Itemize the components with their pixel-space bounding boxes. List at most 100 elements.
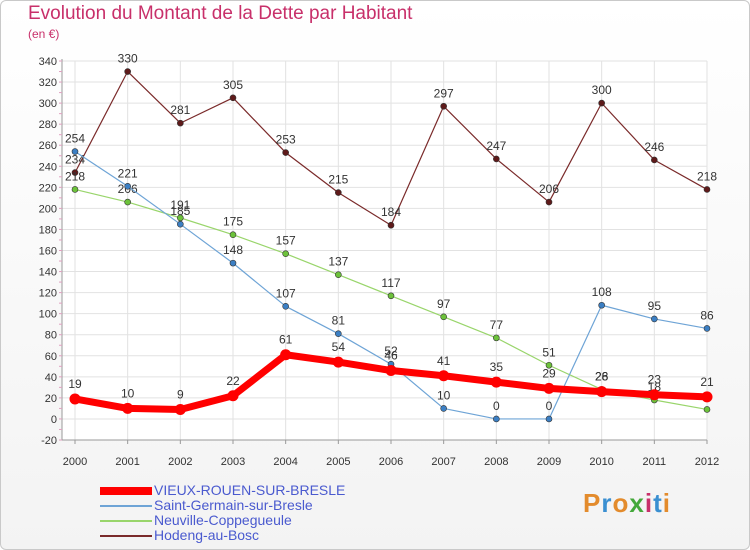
y-tick-label: 60 xyxy=(45,351,57,363)
data-point xyxy=(545,415,553,423)
data-label: 137 xyxy=(328,255,348,269)
data-label: 81 xyxy=(332,314,346,328)
x-tick-label: 2002 xyxy=(168,456,192,468)
data-label: 35 xyxy=(490,360,504,374)
y-tick-label: 0 xyxy=(51,414,57,426)
data-point xyxy=(335,271,342,279)
data-point xyxy=(124,68,131,75)
data-label: 246 xyxy=(644,140,664,154)
data-label: 305 xyxy=(223,78,243,92)
y-tick-label: 80 xyxy=(45,330,57,342)
x-tick-label: 2007 xyxy=(431,456,455,468)
y-tick-label: 120 xyxy=(39,288,57,300)
y-tick-label: 220 xyxy=(39,182,57,194)
data-point xyxy=(387,221,395,229)
data-point xyxy=(71,148,79,155)
x-tick-label: 2006 xyxy=(379,456,403,468)
data-label: 191 xyxy=(170,198,190,212)
data-point xyxy=(387,292,395,300)
data-label: 51 xyxy=(542,345,556,359)
legend-swatch xyxy=(100,505,152,507)
data-point xyxy=(122,402,134,414)
data-label: 218 xyxy=(697,169,717,183)
logo-letter: i xyxy=(662,488,671,518)
chart-title: Evolution du Montant de la Dette par Hab… xyxy=(28,3,413,24)
legend-label: Hodeng-au-Bosc xyxy=(154,527,260,543)
data-label: 9 xyxy=(177,387,184,401)
logo-letter: P xyxy=(583,488,602,518)
y-tick-label: 240 xyxy=(39,161,57,173)
data-point xyxy=(335,330,342,337)
y-tick-label: 180 xyxy=(39,224,57,236)
data-label: 97 xyxy=(437,297,451,311)
y-tick-label: 260 xyxy=(39,140,57,152)
data-point xyxy=(493,415,500,423)
data-label: 95 xyxy=(648,299,662,313)
y-tick-label: 40 xyxy=(45,372,57,384)
logo-letter: x xyxy=(629,488,645,518)
data-label: 218 xyxy=(65,169,85,183)
y-tick-label: 200 xyxy=(39,203,57,215)
y-tick-label: 100 xyxy=(39,309,57,321)
data-label: 23 xyxy=(648,373,662,387)
x-tick-label: 2005 xyxy=(326,456,350,468)
data-point xyxy=(543,382,555,394)
data-label: 185 xyxy=(170,204,190,218)
data-label: 107 xyxy=(276,286,296,300)
data-point xyxy=(280,349,292,361)
data-label: 41 xyxy=(437,354,451,368)
data-point xyxy=(229,259,237,267)
data-label: 206 xyxy=(539,182,559,196)
data-point xyxy=(177,220,184,228)
legend-swatch xyxy=(100,535,152,537)
data-label: 300 xyxy=(592,83,612,97)
data-label: 247 xyxy=(486,139,506,153)
x-tick-label: 2011 xyxy=(643,456,667,468)
x-tick-label: 2012 xyxy=(695,456,719,468)
y-tick-label: 300 xyxy=(39,98,57,110)
data-point xyxy=(282,149,289,156)
data-label: 148 xyxy=(223,243,243,257)
logo-letter: i xyxy=(644,488,654,518)
data-label: 184 xyxy=(381,205,401,219)
unit-label: (en €) xyxy=(28,27,60,41)
x-tick-label: 2008 xyxy=(484,456,508,468)
data-point xyxy=(703,186,711,193)
logo-letter: t xyxy=(653,488,663,518)
data-point xyxy=(440,405,447,412)
data-point xyxy=(385,365,397,377)
data-label: 10 xyxy=(121,386,135,400)
data-point xyxy=(440,313,447,321)
x-tick-label: 2003 xyxy=(221,456,245,468)
data-label: 22 xyxy=(226,374,240,388)
data-label: 254 xyxy=(65,132,85,146)
data-point xyxy=(703,325,711,332)
data-label: 0 xyxy=(546,399,553,413)
x-tick-label: 2010 xyxy=(589,456,613,468)
legend-swatch xyxy=(100,520,152,522)
proxiti-logo: Proxiti xyxy=(583,488,671,519)
y-tick-label: 20 xyxy=(45,393,57,405)
data-point xyxy=(332,356,344,368)
data-label: 221 xyxy=(118,166,138,180)
data-point xyxy=(490,376,502,388)
data-point xyxy=(229,231,237,239)
data-point xyxy=(227,390,239,402)
data-point xyxy=(335,189,342,196)
logo-letter: r xyxy=(601,488,613,518)
data-point xyxy=(177,119,184,127)
data-point xyxy=(229,94,237,102)
data-label: 26 xyxy=(595,370,609,384)
data-label: 54 xyxy=(332,340,346,354)
data-label: 19 xyxy=(68,377,82,391)
data-point xyxy=(651,315,658,323)
data-point xyxy=(124,198,131,206)
data-point xyxy=(651,156,658,164)
x-tick-label: 2004 xyxy=(273,456,297,468)
data-label: 21 xyxy=(700,375,714,389)
data-label: 77 xyxy=(490,318,504,332)
data-point xyxy=(596,386,608,398)
data-point xyxy=(545,198,553,206)
data-point xyxy=(69,393,81,405)
